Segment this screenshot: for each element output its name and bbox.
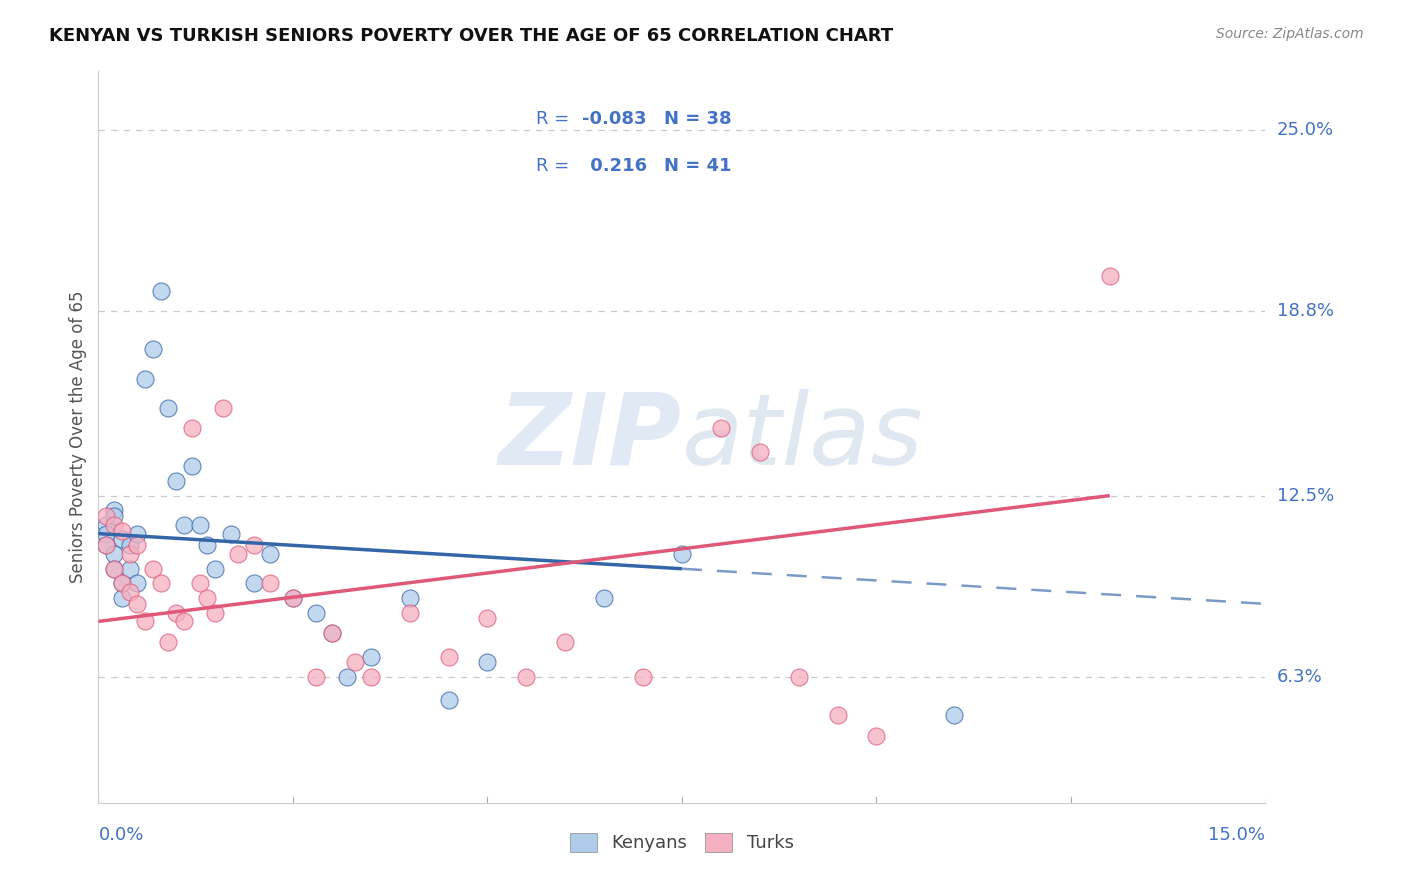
Text: 0.216: 0.216	[583, 158, 647, 176]
Point	[134, 371, 156, 385]
Text: KENYAN VS TURKISH SENIORS POVERTY OVER THE AGE OF 65 CORRELATION CHART: KENYAN VS TURKISH SENIORS POVERTY OVER T…	[49, 27, 893, 45]
Point	[103, 509, 125, 524]
Text: atlas: atlas	[682, 389, 924, 485]
Point	[360, 670, 382, 684]
Text: 25.0%: 25.0%	[1277, 121, 1334, 139]
Point	[96, 538, 118, 552]
Point	[554, 635, 576, 649]
Point	[127, 576, 149, 591]
Point	[398, 591, 420, 605]
Point	[180, 421, 202, 435]
Point	[204, 562, 226, 576]
Point	[321, 626, 343, 640]
Point	[593, 591, 616, 605]
Point	[281, 591, 304, 605]
Point	[103, 547, 125, 561]
Point	[127, 597, 149, 611]
Point	[188, 517, 211, 532]
Text: 0.0%: 0.0%	[98, 826, 143, 844]
Point	[212, 401, 235, 415]
Point	[515, 670, 537, 684]
Point	[173, 615, 195, 629]
Point	[118, 562, 141, 576]
Point	[103, 562, 125, 576]
Point	[111, 576, 134, 591]
Text: R =: R =	[536, 110, 575, 128]
Point	[305, 670, 328, 684]
Point	[111, 591, 134, 605]
Point	[96, 509, 118, 524]
Point	[149, 576, 172, 591]
Point	[111, 533, 134, 547]
Point	[173, 517, 195, 532]
Point	[127, 526, 149, 541]
Point	[671, 547, 693, 561]
Point	[344, 656, 367, 670]
Point	[127, 538, 149, 552]
Point	[477, 611, 499, 625]
Point	[96, 517, 118, 532]
Point	[219, 526, 242, 541]
Point	[195, 538, 218, 552]
Point	[228, 547, 250, 561]
Text: N = 38: N = 38	[665, 110, 733, 128]
Point	[195, 591, 218, 605]
Point	[111, 576, 134, 591]
Text: 18.8%: 18.8%	[1277, 302, 1333, 320]
Point	[748, 444, 770, 458]
Point	[321, 626, 343, 640]
Point	[398, 606, 420, 620]
Point	[188, 576, 211, 591]
Point	[360, 649, 382, 664]
Y-axis label: Seniors Poverty Over the Age of 65: Seniors Poverty Over the Age of 65	[69, 291, 87, 583]
Point	[103, 503, 125, 517]
Text: 15.0%: 15.0%	[1208, 826, 1265, 844]
Point	[259, 547, 281, 561]
Point	[1098, 269, 1121, 284]
Point	[149, 284, 172, 298]
Point	[103, 562, 125, 576]
Text: ZIP: ZIP	[499, 389, 682, 485]
Point	[142, 562, 165, 576]
Point	[943, 708, 966, 723]
Point	[827, 708, 849, 723]
Legend: Kenyans, Turks: Kenyans, Turks	[562, 826, 801, 860]
Point	[243, 576, 266, 591]
Text: R =: R =	[536, 158, 575, 176]
Point	[204, 606, 226, 620]
Text: 12.5%: 12.5%	[1277, 487, 1334, 505]
Point	[103, 517, 125, 532]
Point	[157, 401, 180, 415]
Point	[142, 343, 165, 357]
Point	[96, 538, 118, 552]
Text: Source: ZipAtlas.com: Source: ZipAtlas.com	[1216, 27, 1364, 41]
Point	[111, 524, 134, 538]
Point	[710, 421, 733, 435]
Point	[96, 526, 118, 541]
Point	[336, 670, 359, 684]
Point	[165, 606, 187, 620]
Point	[118, 585, 141, 599]
Point	[157, 635, 180, 649]
Text: -0.083: -0.083	[582, 110, 647, 128]
Point	[259, 576, 281, 591]
Text: 6.3%: 6.3%	[1277, 668, 1322, 686]
Point	[180, 459, 202, 474]
Point	[118, 547, 141, 561]
Point	[477, 656, 499, 670]
Point	[631, 670, 654, 684]
Point	[437, 693, 460, 707]
Point	[134, 615, 156, 629]
Text: N = 41: N = 41	[665, 158, 733, 176]
Point	[165, 474, 187, 488]
Point	[118, 538, 141, 552]
Point	[305, 606, 328, 620]
Point	[281, 591, 304, 605]
Point	[865, 729, 887, 743]
Point	[787, 670, 810, 684]
Point	[243, 538, 266, 552]
Point	[437, 649, 460, 664]
